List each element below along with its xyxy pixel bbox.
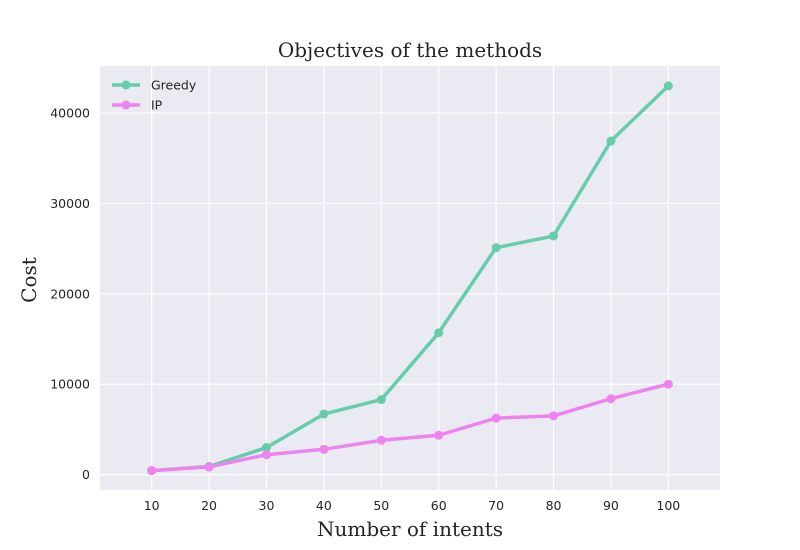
data-point-ip xyxy=(376,435,386,445)
x-tick-label: 40 xyxy=(316,498,332,513)
legend-entry-greedy: Greedy xyxy=(112,78,197,93)
x-tick-label: 80 xyxy=(546,498,562,513)
data-point-greedy xyxy=(319,409,329,419)
data-point-greedy xyxy=(261,443,271,453)
x-tick-labels: 10 20 30 40 50 60 70 80 90 100 xyxy=(144,498,681,513)
y-tick-label: 10000 xyxy=(50,377,90,392)
y-tick-labels: 0 10000 20000 30000 40000 xyxy=(50,106,90,483)
data-point-ip xyxy=(261,450,271,460)
data-point-ip xyxy=(147,466,157,476)
series-line-greedy xyxy=(149,84,671,473)
y-tick-label: 20000 xyxy=(50,286,90,301)
series-layer xyxy=(147,81,673,476)
x-tick-label: 50 xyxy=(373,498,389,513)
x-tick-label: 100 xyxy=(656,498,680,513)
data-point-ip xyxy=(319,444,329,454)
data-point-ip xyxy=(491,413,501,423)
x-tick-label: 70 xyxy=(488,498,504,513)
y-axis-label: Cost xyxy=(17,257,41,303)
series-ip xyxy=(147,379,673,476)
y-tick-label: 0 xyxy=(82,467,90,482)
gridlines xyxy=(100,66,720,490)
legend-label-ip: IP xyxy=(151,98,163,113)
plot-background xyxy=(100,66,720,490)
y-tick-label: 30000 xyxy=(50,196,90,211)
x-tick-label: 20 xyxy=(201,498,217,513)
data-point-greedy xyxy=(606,136,616,146)
data-point-greedy xyxy=(434,328,444,338)
data-point-greedy xyxy=(663,81,673,91)
data-point-greedy xyxy=(376,395,386,405)
legend-label-greedy: Greedy xyxy=(151,78,197,93)
x-tick-label: 10 xyxy=(144,498,160,513)
y-tick-label: 40000 xyxy=(50,106,90,121)
x-tick-label: 30 xyxy=(259,498,275,513)
data-point-ip xyxy=(434,430,444,440)
data-point-ip xyxy=(204,462,214,472)
data-point-greedy xyxy=(491,243,501,253)
x-axis-label: Number of intents xyxy=(317,517,503,541)
legend-entry-ip: IP xyxy=(112,98,163,113)
x-tick-label: 90 xyxy=(603,498,619,513)
data-point-ip xyxy=(606,394,616,404)
chart-title: Objectives of the methods xyxy=(278,38,542,62)
data-point-ip xyxy=(663,379,673,389)
data-point-greedy xyxy=(549,231,559,241)
x-tick-label: 60 xyxy=(431,498,447,513)
series-line-ip xyxy=(149,382,671,473)
legend: Greedy IP xyxy=(112,78,197,113)
data-point-ip xyxy=(549,411,559,421)
